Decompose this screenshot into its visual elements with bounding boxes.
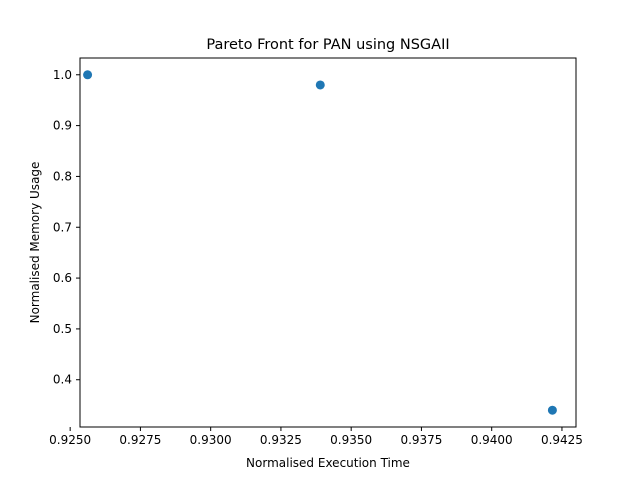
data-point [83,70,93,80]
x-tick-label: 0.9325 [260,433,302,447]
y-tick-label: 0.8 [53,169,72,183]
plot-area [79,57,577,428]
y-tick-label: 0.7 [53,220,72,234]
data-point [315,80,325,90]
y-tick-label: 0.6 [53,271,72,285]
y-tick-label: 0.9 [53,119,72,133]
x-tick-label: 0.9300 [190,433,232,447]
x-tick-label: 0.9425 [541,433,583,447]
chart-title: Pareto Front for PAN using NSGAII [206,37,449,53]
scatter-points [83,70,557,415]
x-tick-label: 0.9375 [400,433,442,447]
y-axis-label: Normalised Memory Usage [28,162,42,324]
y-tick-label: 0.4 [53,373,72,387]
x-tick-label: 0.9400 [471,433,513,447]
x-axis: 0.9250 0.9275 0.9300 0.9325 0.9350 0.9375 0.94… [49,427,583,447]
y-tick-label: 1.0 [53,68,72,82]
x-axis-label: Normalised Execution Time [246,456,410,470]
y-tick-label: 0.5 [53,322,72,336]
data-point [547,405,557,415]
x-tick-label: 0.9250 [49,433,91,447]
y-axis: 0.4 0.5 0.6 0.7 0.8 0.9 1.0 [53,68,80,387]
x-tick-label: 0.9275 [119,433,161,447]
x-tick-label: 0.9350 [330,433,372,447]
